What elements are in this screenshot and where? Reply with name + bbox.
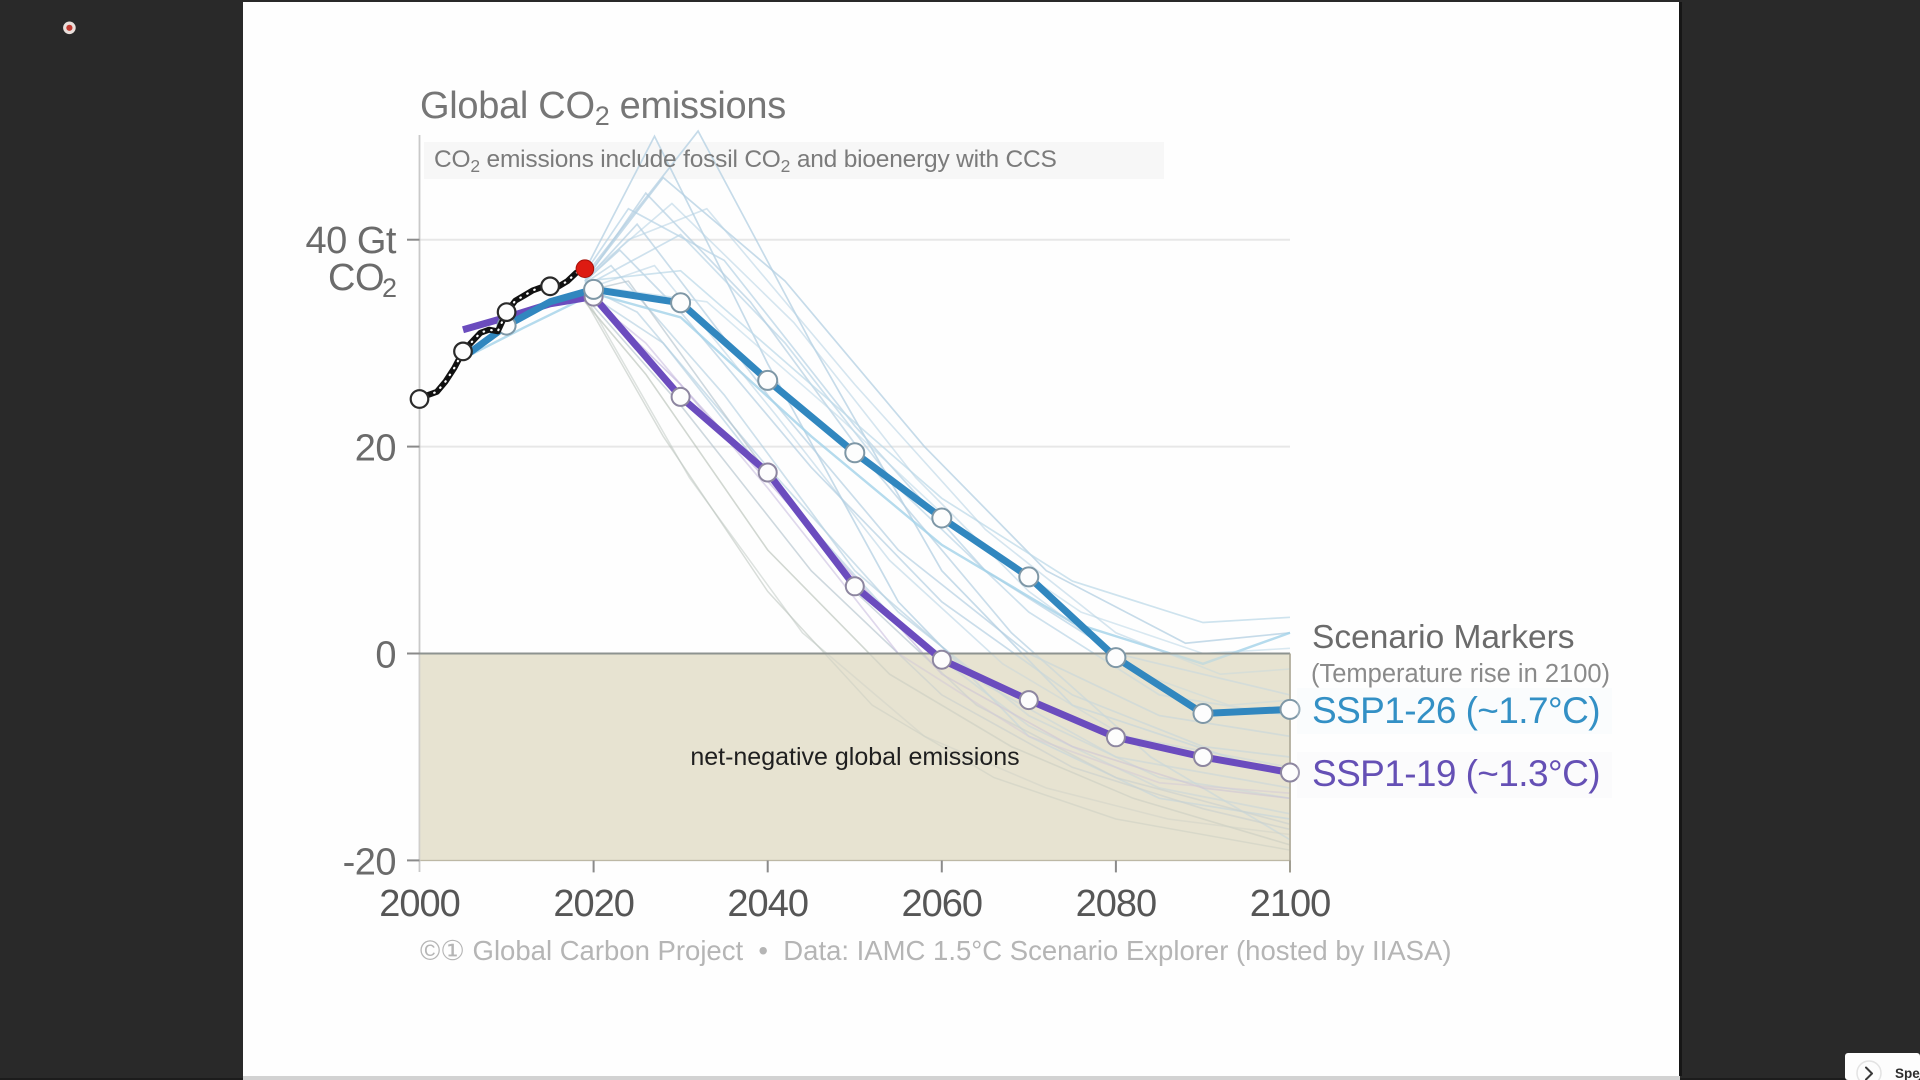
svg-text:0: 0 xyxy=(375,635,396,677)
svg-text:©① Global Carbon Project • D: ©① Global Carbon Project • Data: IAMC 1.… xyxy=(420,935,1452,966)
svg-text:40 Gt: 40 Gt xyxy=(306,220,397,262)
svg-text:SSP1-26 (~1.7°C): SSP1-26 (~1.7°C) xyxy=(1312,690,1600,731)
svg-text:CO: CO xyxy=(328,257,384,299)
svg-text:CO2 emissions include fossil C: CO2 emissions include fossil CO2 and bio… xyxy=(434,146,1057,176)
svg-text:2020: 2020 xyxy=(553,883,634,925)
svg-text:(Temperature rise in 2100): (Temperature rise in 2100) xyxy=(1311,660,1610,688)
svg-text:2080: 2080 xyxy=(1076,883,1157,925)
svg-text:SSP1-19 (~1.3°C): SSP1-19 (~1.3°C) xyxy=(1312,753,1600,794)
svg-text:2040: 2040 xyxy=(727,883,808,925)
svg-text:2000: 2000 xyxy=(379,883,460,925)
svg-text:net-negative global emissions: net-negative global emissions xyxy=(690,743,1019,771)
svg-text:20: 20 xyxy=(355,428,396,470)
svg-text:Speak: Speak xyxy=(1895,1066,1920,1080)
svg-text:2100: 2100 xyxy=(1250,883,1331,925)
svg-text:-20: -20 xyxy=(343,841,396,883)
svg-text:Scenario Markers: Scenario Markers xyxy=(1312,619,1575,656)
svg-text:2: 2 xyxy=(382,273,397,303)
svg-text:2060: 2060 xyxy=(902,883,983,925)
